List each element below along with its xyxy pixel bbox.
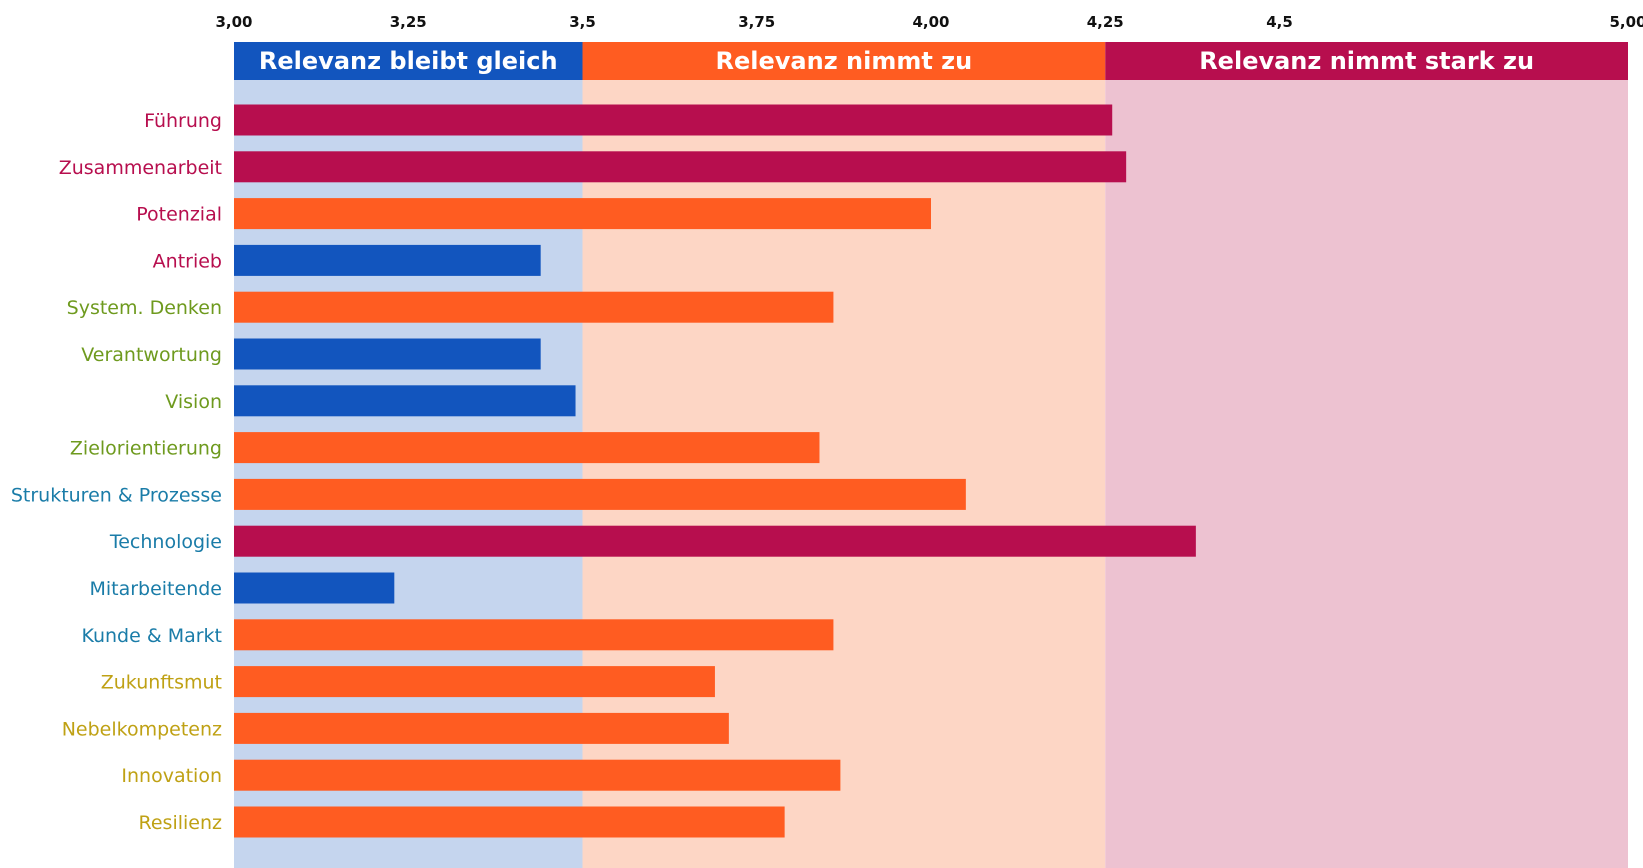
category-label-nebelkompetenz: Nebelkompetenz: [62, 718, 222, 740]
category-label-kunde-markt: Kunde & Markt: [81, 625, 222, 647]
category-label-antrieb: Antrieb: [153, 250, 222, 272]
tick-label-3-00: 3,00: [215, 13, 252, 31]
category-label-potenzial: Potenzial: [136, 204, 222, 226]
tick-label-4-5: 4,5: [1266, 13, 1293, 31]
bar-resilienz: [234, 806, 785, 838]
bar-verantwortung: [234, 338, 541, 370]
bar-strukturen-prozesse: [234, 478, 966, 510]
category-label-fuehrung: Führung: [144, 110, 222, 132]
bar-zusammenarbeit: [234, 151, 1127, 183]
tick-label-3-25: 3,25: [390, 13, 427, 31]
category-label-mitarbeitende: Mitarbeitende: [89, 578, 222, 600]
bar-technologie: [234, 525, 1196, 557]
tick-label-4-25: 4,25: [1087, 13, 1124, 31]
category-label-zusammenarbeit: Zusammenarbeit: [59, 157, 222, 179]
tick-label-4-00: 4,00: [912, 13, 949, 31]
category-label-technologie: Technologie: [109, 531, 222, 553]
bar-antrieb: [234, 244, 541, 276]
bar-kunde-markt: [234, 619, 834, 651]
category-label-vision: Vision: [165, 391, 222, 413]
bar-potenzial: [234, 198, 931, 230]
category-label-zukunftsmut: Zukunftsmut: [101, 672, 222, 694]
category-label-system-denken: System. Denken: [67, 297, 222, 319]
zone-header-1: [234, 42, 583, 80]
bar-fuehrung: [234, 104, 1113, 136]
bar-mitarbeitende: [234, 572, 395, 604]
category-label-innovation: Innovation: [121, 765, 222, 787]
zone-background-3: [1105, 80, 1628, 868]
tick-label-3-75: 3,75: [738, 13, 775, 31]
bar-nebelkompetenz: [234, 712, 729, 744]
tick-label-3-5: 3,5: [569, 13, 596, 31]
bar-innovation: [234, 759, 841, 791]
category-label-verantwortung: Verantwortung: [81, 344, 222, 366]
tick-label-5-00: 5,00: [1609, 13, 1643, 31]
zone-header-3: [1105, 42, 1628, 80]
zone-label-1: Relevanz bleibt gleich: [259, 47, 558, 75]
zone-label-3: Relevanz nimmt stark zu: [1199, 47, 1534, 75]
bar-system-denken: [234, 291, 834, 323]
zone-label-2: Relevanz nimmt zu: [716, 47, 973, 75]
category-label-strukturen-prozesse: Strukturen & Prozesse: [11, 484, 222, 506]
bar-zielorientierung: [234, 432, 820, 464]
category-label-resilienz: Resilienz: [139, 812, 223, 834]
bar-vision: [234, 385, 576, 417]
zone-header-2: [582, 42, 1106, 80]
bar-zukunftsmut: [234, 666, 715, 698]
category-label-zielorientierung: Zielorientierung: [70, 438, 222, 460]
